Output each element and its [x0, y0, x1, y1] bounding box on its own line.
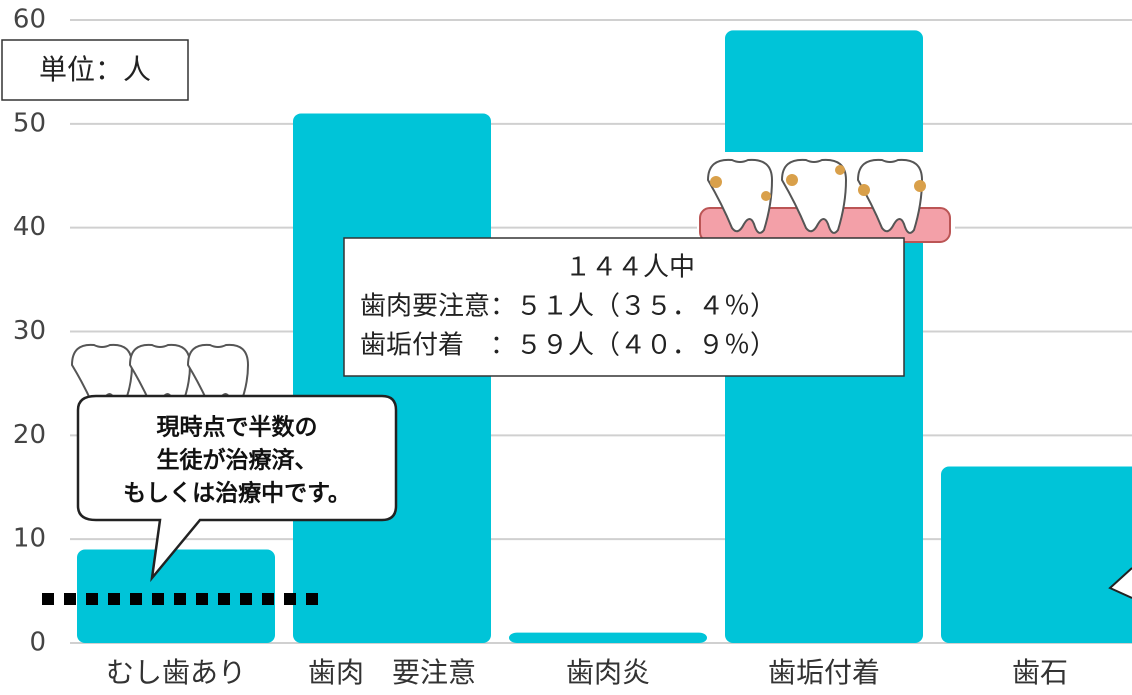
labels: 0 10 20 30 40 50 60 むし歯あり 歯肉 要注意 歯肉炎 歯垢付着 歯石: [13, 5, 1068, 690]
x-tick-label: 歯肉炎: [566, 656, 650, 689]
y-tick-label: 60: [13, 5, 46, 35]
bubble-line: 生徒が治療済、: [157, 447, 318, 474]
bar: [941, 466, 1132, 643]
bubble-line: 現時点で半数の: [157, 415, 318, 441]
unit-label: 単位：人: [39, 53, 151, 86]
y-tick-label: 50: [13, 108, 46, 138]
y-tick-label: 10: [13, 524, 46, 554]
y-tick-label: 0: [29, 628, 46, 658]
bar: [509, 632, 707, 643]
bubble-edge: [1108, 567, 1132, 599]
teeth-plaque-illustration: [697, 152, 955, 243]
bar: [293, 113, 491, 643]
y-tick-label: 40: [13, 212, 46, 242]
x-tick-label: むし歯あり: [106, 656, 246, 689]
info-line: １４４人中: [565, 253, 695, 283]
x-tick-label: 歯石: [1012, 656, 1068, 689]
info-line: 歯垢付着 ：５９人（４０．９％）: [360, 331, 776, 361]
bubble-line: もしくは治療中です。: [123, 480, 351, 507]
y-tick-label: 20: [13, 420, 46, 450]
unit-box: [1, 39, 189, 101]
y-tick-label: 30: [13, 316, 46, 346]
x-tick-label: 歯垢付着: [768, 656, 880, 689]
info-box: [343, 237, 905, 377]
x-tick-label: 歯肉 要注意: [308, 656, 476, 689]
info-line: 歯肉要注意：５１人（３５．４％）: [360, 292, 776, 322]
speech-bubble: [76, 394, 398, 583]
